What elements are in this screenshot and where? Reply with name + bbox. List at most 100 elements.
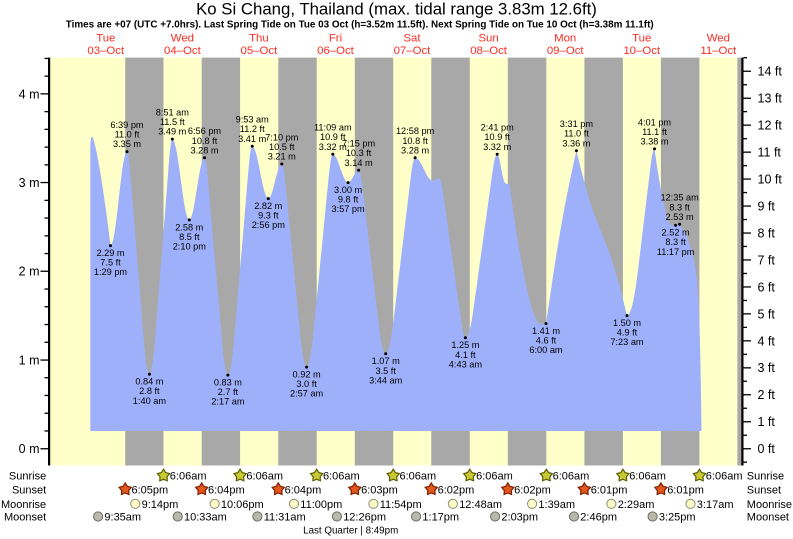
- svg-text:2.7 ft: 2.7 ft: [218, 387, 239, 397]
- svg-text:1 m: 1 m: [19, 353, 40, 367]
- svg-text:2 m: 2 m: [19, 265, 40, 279]
- svg-text:Times are +07 (UTC +7.0hrs). L: Times are +07 (UTC +7.0hrs). Last Spring…: [66, 20, 654, 31]
- svg-text:10.5 ft: 10.5 ft: [269, 142, 295, 152]
- svg-text:10:06pm: 10:06pm: [221, 499, 264, 511]
- svg-text:8.3 ft: 8.3 ft: [665, 237, 686, 247]
- svg-text:2.82 m: 2.82 m: [254, 201, 282, 211]
- svg-text:5 ft: 5 ft: [758, 307, 776, 321]
- svg-text:Tue: Tue: [632, 33, 651, 45]
- svg-text:06–Oct: 06–Oct: [317, 45, 355, 57]
- svg-text:05–Oct: 05–Oct: [241, 45, 279, 57]
- svg-text:6:01pm: 6:01pm: [591, 484, 628, 496]
- svg-text:2:03pm: 2:03pm: [501, 512, 538, 524]
- svg-text:03–Oct: 03–Oct: [87, 45, 125, 57]
- svg-text:1 ft: 1 ft: [758, 415, 776, 429]
- svg-text:3 ft: 3 ft: [758, 361, 776, 375]
- svg-text:3:57 pm: 3:57 pm: [331, 204, 365, 214]
- svg-text:6:03pm: 6:03pm: [361, 484, 398, 496]
- svg-text:Last Quarter | 8:49pm: Last Quarter | 8:49pm: [303, 525, 398, 536]
- svg-text:Fri: Fri: [329, 33, 342, 45]
- svg-text:2:10 pm: 2:10 pm: [173, 242, 207, 252]
- svg-text:10.8 ft: 10.8 ft: [192, 136, 218, 146]
- svg-text:Sunrise: Sunrise: [747, 471, 784, 483]
- svg-text:3.28 m: 3.28 m: [190, 145, 218, 155]
- svg-text:3:25pm: 3:25pm: [659, 512, 696, 524]
- svg-text:1.07 m: 1.07 m: [372, 356, 400, 366]
- svg-text:3:17am: 3:17am: [697, 499, 734, 511]
- svg-text:8.5 ft: 8.5 ft: [179, 232, 200, 242]
- svg-text:0.83 m: 0.83 m: [214, 378, 242, 388]
- svg-text:3.32 m: 3.32 m: [483, 142, 511, 152]
- svg-text:12:58 pm: 12:58 pm: [396, 126, 435, 136]
- svg-text:08–Oct: 08–Oct: [470, 45, 508, 57]
- svg-text:Sunset: Sunset: [12, 484, 46, 496]
- svg-text:12:35 am: 12:35 am: [660, 193, 699, 203]
- svg-text:Ko Si Chang, Thailand (max. ti: Ko Si Chang, Thailand (max. tidal range …: [196, 0, 597, 18]
- svg-text:6:04pm: 6:04pm: [285, 484, 322, 496]
- svg-text:9 ft: 9 ft: [758, 200, 776, 214]
- svg-text:11.2 ft: 11.2 ft: [240, 124, 265, 134]
- svg-text:1.50 m: 1.50 m: [613, 318, 641, 328]
- svg-text:6:06am: 6:06am: [629, 471, 666, 483]
- svg-text:10.3 ft: 10.3 ft: [346, 148, 372, 158]
- svg-text:09–Oct: 09–Oct: [547, 45, 585, 57]
- svg-text:7.5 ft: 7.5 ft: [100, 258, 121, 268]
- svg-text:Sunrise: Sunrise: [9, 471, 46, 483]
- svg-text:Moonrise: Moonrise: [1, 499, 46, 511]
- svg-text:Wed: Wed: [707, 33, 730, 45]
- svg-text:1:39am: 1:39am: [538, 499, 575, 511]
- svg-text:10:33am: 10:33am: [184, 512, 227, 524]
- svg-text:6:39 pm: 6:39 pm: [110, 120, 144, 130]
- svg-text:8:51 am: 8:51 am: [156, 108, 190, 118]
- svg-text:4.9 ft: 4.9 ft: [617, 328, 638, 338]
- svg-text:9.8 ft: 9.8 ft: [338, 195, 359, 205]
- svg-text:3.00 m: 3.00 m: [334, 185, 362, 195]
- svg-text:8 ft: 8 ft: [758, 226, 776, 240]
- svg-text:2:29am: 2:29am: [618, 499, 655, 511]
- svg-text:3.41 m: 3.41 m: [238, 134, 266, 144]
- svg-text:2.8 ft: 2.8 ft: [139, 386, 160, 396]
- svg-text:Sun: Sun: [478, 33, 498, 45]
- svg-text:7 ft: 7 ft: [758, 253, 776, 267]
- svg-text:6:06am: 6:06am: [553, 471, 590, 483]
- svg-text:1:17pm: 1:17pm: [422, 512, 459, 524]
- svg-text:3 m: 3 m: [19, 176, 40, 190]
- svg-text:11:17 pm: 11:17 pm: [657, 247, 695, 257]
- svg-text:3:44 am: 3:44 am: [369, 375, 403, 385]
- svg-text:10.9 ft: 10.9 ft: [484, 132, 510, 142]
- svg-text:4.6 ft: 4.6 ft: [536, 336, 557, 346]
- svg-text:7:23 am: 7:23 am: [610, 337, 644, 347]
- svg-text:2:57 am: 2:57 am: [290, 389, 324, 399]
- svg-text:1.25 m: 1.25 m: [451, 340, 479, 350]
- svg-text:6 ft: 6 ft: [758, 280, 776, 294]
- svg-text:11.1 ft: 11.1 ft: [642, 127, 667, 137]
- svg-text:3:31 pm: 3:31 pm: [560, 119, 594, 129]
- svg-text:6:06am: 6:06am: [476, 471, 513, 483]
- svg-text:3.21 m: 3.21 m: [268, 152, 296, 162]
- svg-text:Mon: Mon: [554, 33, 576, 45]
- svg-text:2.58 m: 2.58 m: [175, 222, 203, 232]
- svg-text:10.9 ft: 10.9 ft: [320, 132, 346, 142]
- svg-text:Moonset: Moonset: [4, 512, 46, 524]
- svg-text:3.49 m: 3.49 m: [158, 127, 186, 137]
- svg-text:10.8 ft: 10.8 ft: [402, 136, 428, 146]
- svg-text:2:41 pm: 2:41 pm: [481, 123, 515, 133]
- svg-text:6:06am: 6:06am: [170, 471, 207, 483]
- svg-text:11.0 ft: 11.0 ft: [564, 129, 589, 139]
- svg-text:Sat: Sat: [403, 33, 421, 45]
- svg-text:12 ft: 12 ft: [758, 119, 783, 133]
- svg-text:6:00 am: 6:00 am: [529, 345, 563, 355]
- svg-text:Wed: Wed: [171, 33, 194, 45]
- svg-text:6:06am: 6:06am: [323, 471, 360, 483]
- svg-text:2.53 m: 2.53 m: [666, 212, 694, 222]
- svg-text:4:01 pm: 4:01 pm: [638, 117, 672, 127]
- svg-text:11:54pm: 11:54pm: [380, 499, 422, 511]
- svg-text:3.32 m: 3.32 m: [319, 142, 347, 152]
- svg-text:Tue: Tue: [96, 33, 115, 45]
- svg-text:2:46pm: 2:46pm: [580, 512, 617, 524]
- svg-text:6:02pm: 6:02pm: [438, 484, 475, 496]
- svg-text:4.1 ft: 4.1 ft: [455, 350, 476, 360]
- svg-text:6:04pm: 6:04pm: [208, 484, 245, 496]
- svg-text:3.38 m: 3.38 m: [640, 137, 668, 147]
- svg-text:14 ft: 14 ft: [758, 65, 783, 79]
